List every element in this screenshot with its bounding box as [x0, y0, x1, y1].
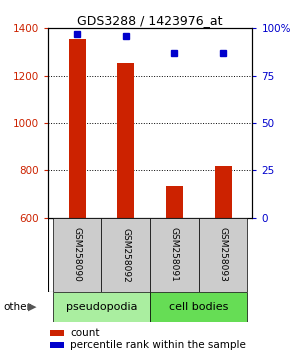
Bar [150, 218, 199, 292]
Text: GSM258090: GSM258090 [72, 227, 81, 282]
Title: GDS3288 / 1423976_at: GDS3288 / 1423976_at [77, 14, 223, 27]
Bar [117, 63, 134, 218]
Bar [68, 39, 86, 218]
Text: other: other [3, 302, 31, 312]
Bar [50, 342, 64, 348]
Text: cell bodies: cell bodies [169, 302, 229, 312]
Bar [166, 186, 183, 218]
Bar [50, 330, 64, 336]
Text: GSM258093: GSM258093 [219, 227, 228, 282]
Bar [199, 218, 247, 292]
Text: count: count [70, 328, 100, 338]
Text: pseudopodia: pseudopodia [66, 302, 137, 312]
Bar [215, 166, 232, 218]
Bar [53, 218, 102, 292]
Bar [53, 292, 150, 322]
Bar [102, 218, 150, 292]
Text: ▶: ▶ [28, 302, 36, 312]
Bar [150, 292, 247, 322]
Text: GSM258092: GSM258092 [121, 228, 130, 282]
Text: GSM258091: GSM258091 [170, 227, 179, 282]
Text: percentile rank within the sample: percentile rank within the sample [70, 340, 246, 350]
